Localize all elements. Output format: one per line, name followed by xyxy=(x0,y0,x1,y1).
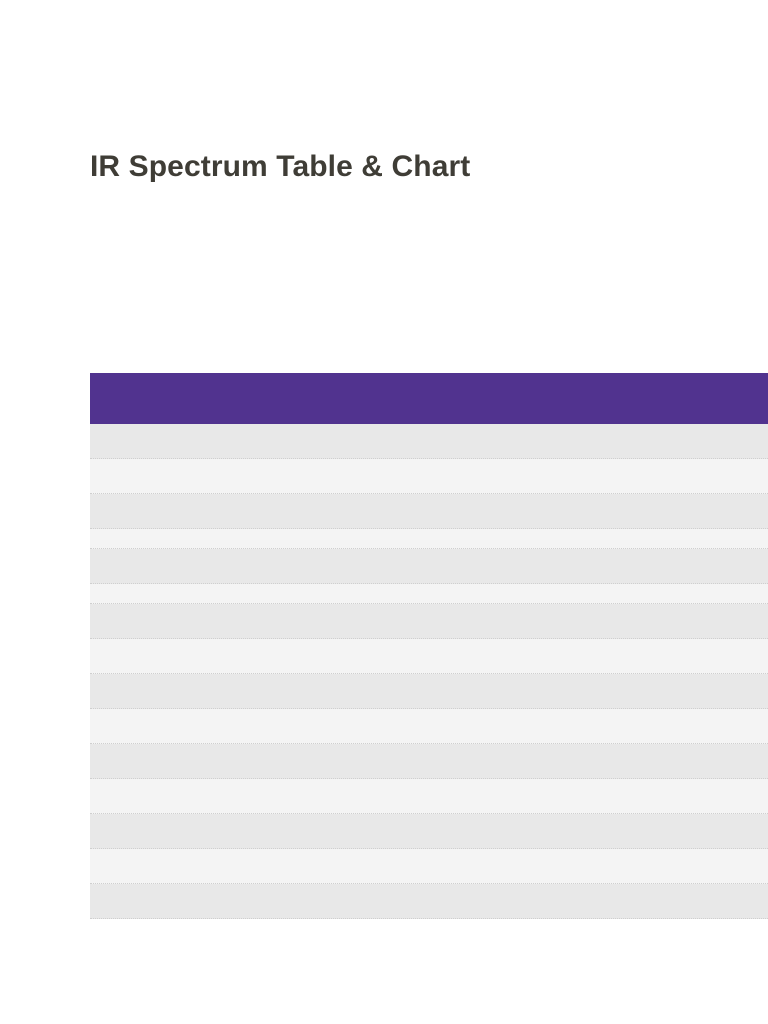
table-cell xyxy=(90,638,768,674)
table-header-row xyxy=(90,373,768,424)
table-cell xyxy=(90,493,768,529)
table-cell xyxy=(90,708,768,744)
table-cell xyxy=(90,778,768,814)
table-row xyxy=(90,424,768,459)
table-row xyxy=(90,708,768,744)
table-cell xyxy=(90,458,768,494)
table-row xyxy=(90,583,768,604)
table-cell xyxy=(90,813,768,849)
table-cell xyxy=(90,548,768,584)
table-row xyxy=(90,638,768,674)
table-row xyxy=(90,493,768,529)
table-cell xyxy=(90,528,768,549)
table-cell xyxy=(90,743,768,779)
table-row xyxy=(90,603,768,639)
table-cell xyxy=(90,673,768,709)
table-row xyxy=(90,743,768,779)
table-cell xyxy=(90,583,768,604)
table-cell xyxy=(90,603,768,639)
table-row xyxy=(90,778,768,814)
table-cell xyxy=(90,424,768,459)
table-row xyxy=(90,848,768,884)
table-row xyxy=(90,548,768,584)
table-row xyxy=(90,458,768,494)
table-cell xyxy=(90,848,768,884)
table-row xyxy=(90,673,768,709)
table-header-cell xyxy=(90,373,768,424)
table-cell xyxy=(90,883,768,919)
table-row xyxy=(90,813,768,849)
page-title: IR Spectrum Table & Chart xyxy=(90,150,471,183)
ir-spectrum-table xyxy=(90,373,768,919)
table-row xyxy=(90,528,768,549)
table-row xyxy=(90,883,768,919)
